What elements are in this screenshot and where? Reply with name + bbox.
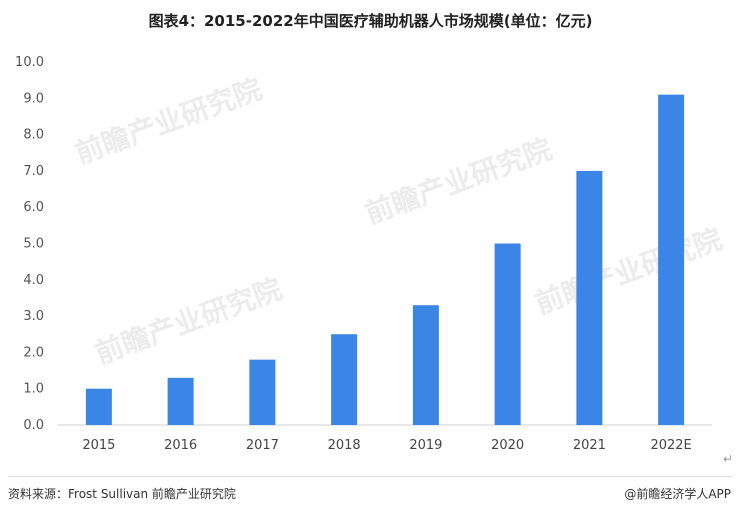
divider: [8, 476, 733, 477]
y-tick-label: 4.0: [23, 273, 44, 288]
y-tick-label: 1.0: [23, 382, 44, 397]
y-tick-label: 8.0: [23, 128, 44, 143]
x-tick-label: 2021: [573, 438, 606, 453]
bars: [85, 94, 685, 426]
y-tick-label: 6.0: [23, 200, 44, 215]
y-tick-label: 2.0: [23, 345, 44, 360]
bar-2022E: [658, 94, 685, 426]
x-tick-label: 2016: [164, 438, 197, 453]
bar-2016: [167, 377, 194, 425]
bar-2018: [331, 334, 358, 425]
bar-2015: [85, 388, 112, 425]
y-tick-label: 0.0: [23, 418, 44, 433]
x-tick-label: 2015: [82, 438, 115, 453]
return-icon: ↵: [722, 452, 733, 466]
brand-credit: @前瞻经济学人APP: [624, 487, 731, 501]
y-tick-label: 3.0: [23, 309, 44, 324]
y-tick-label: 5.0: [23, 237, 44, 252]
bar-2020: [494, 243, 521, 425]
y-tick-label: 7.0: [23, 164, 44, 179]
chart-title: 图表4：2015-2022年中国医疗辅助机器人市场规模(单位：亿元): [148, 12, 593, 30]
x-axis: 2015 2016 2017 2018 2019 2020 2021 2022E: [82, 438, 691, 453]
bar-2019: [412, 305, 439, 425]
bar-2017: [249, 359, 276, 425]
y-axis: 0.0 1.0 2.0 3.0 4.0 5.0 6.0 7.0 8.0 9.0 10.0: [15, 55, 712, 433]
x-tick-label: 2018: [328, 438, 361, 453]
x-tick-label: 2020: [491, 438, 524, 453]
x-tick-label: 2017: [246, 438, 279, 453]
y-tick-label: 10.0: [15, 55, 44, 70]
x-tick-label: 2019: [409, 438, 442, 453]
x-tick-label: 2022E: [650, 438, 691, 453]
source-note: 资料来源：Frost Sullivan 前瞻产业研究院: [8, 487, 236, 501]
y-tick-label: 9.0: [23, 91, 44, 106]
bar-2021: [576, 170, 603, 425]
